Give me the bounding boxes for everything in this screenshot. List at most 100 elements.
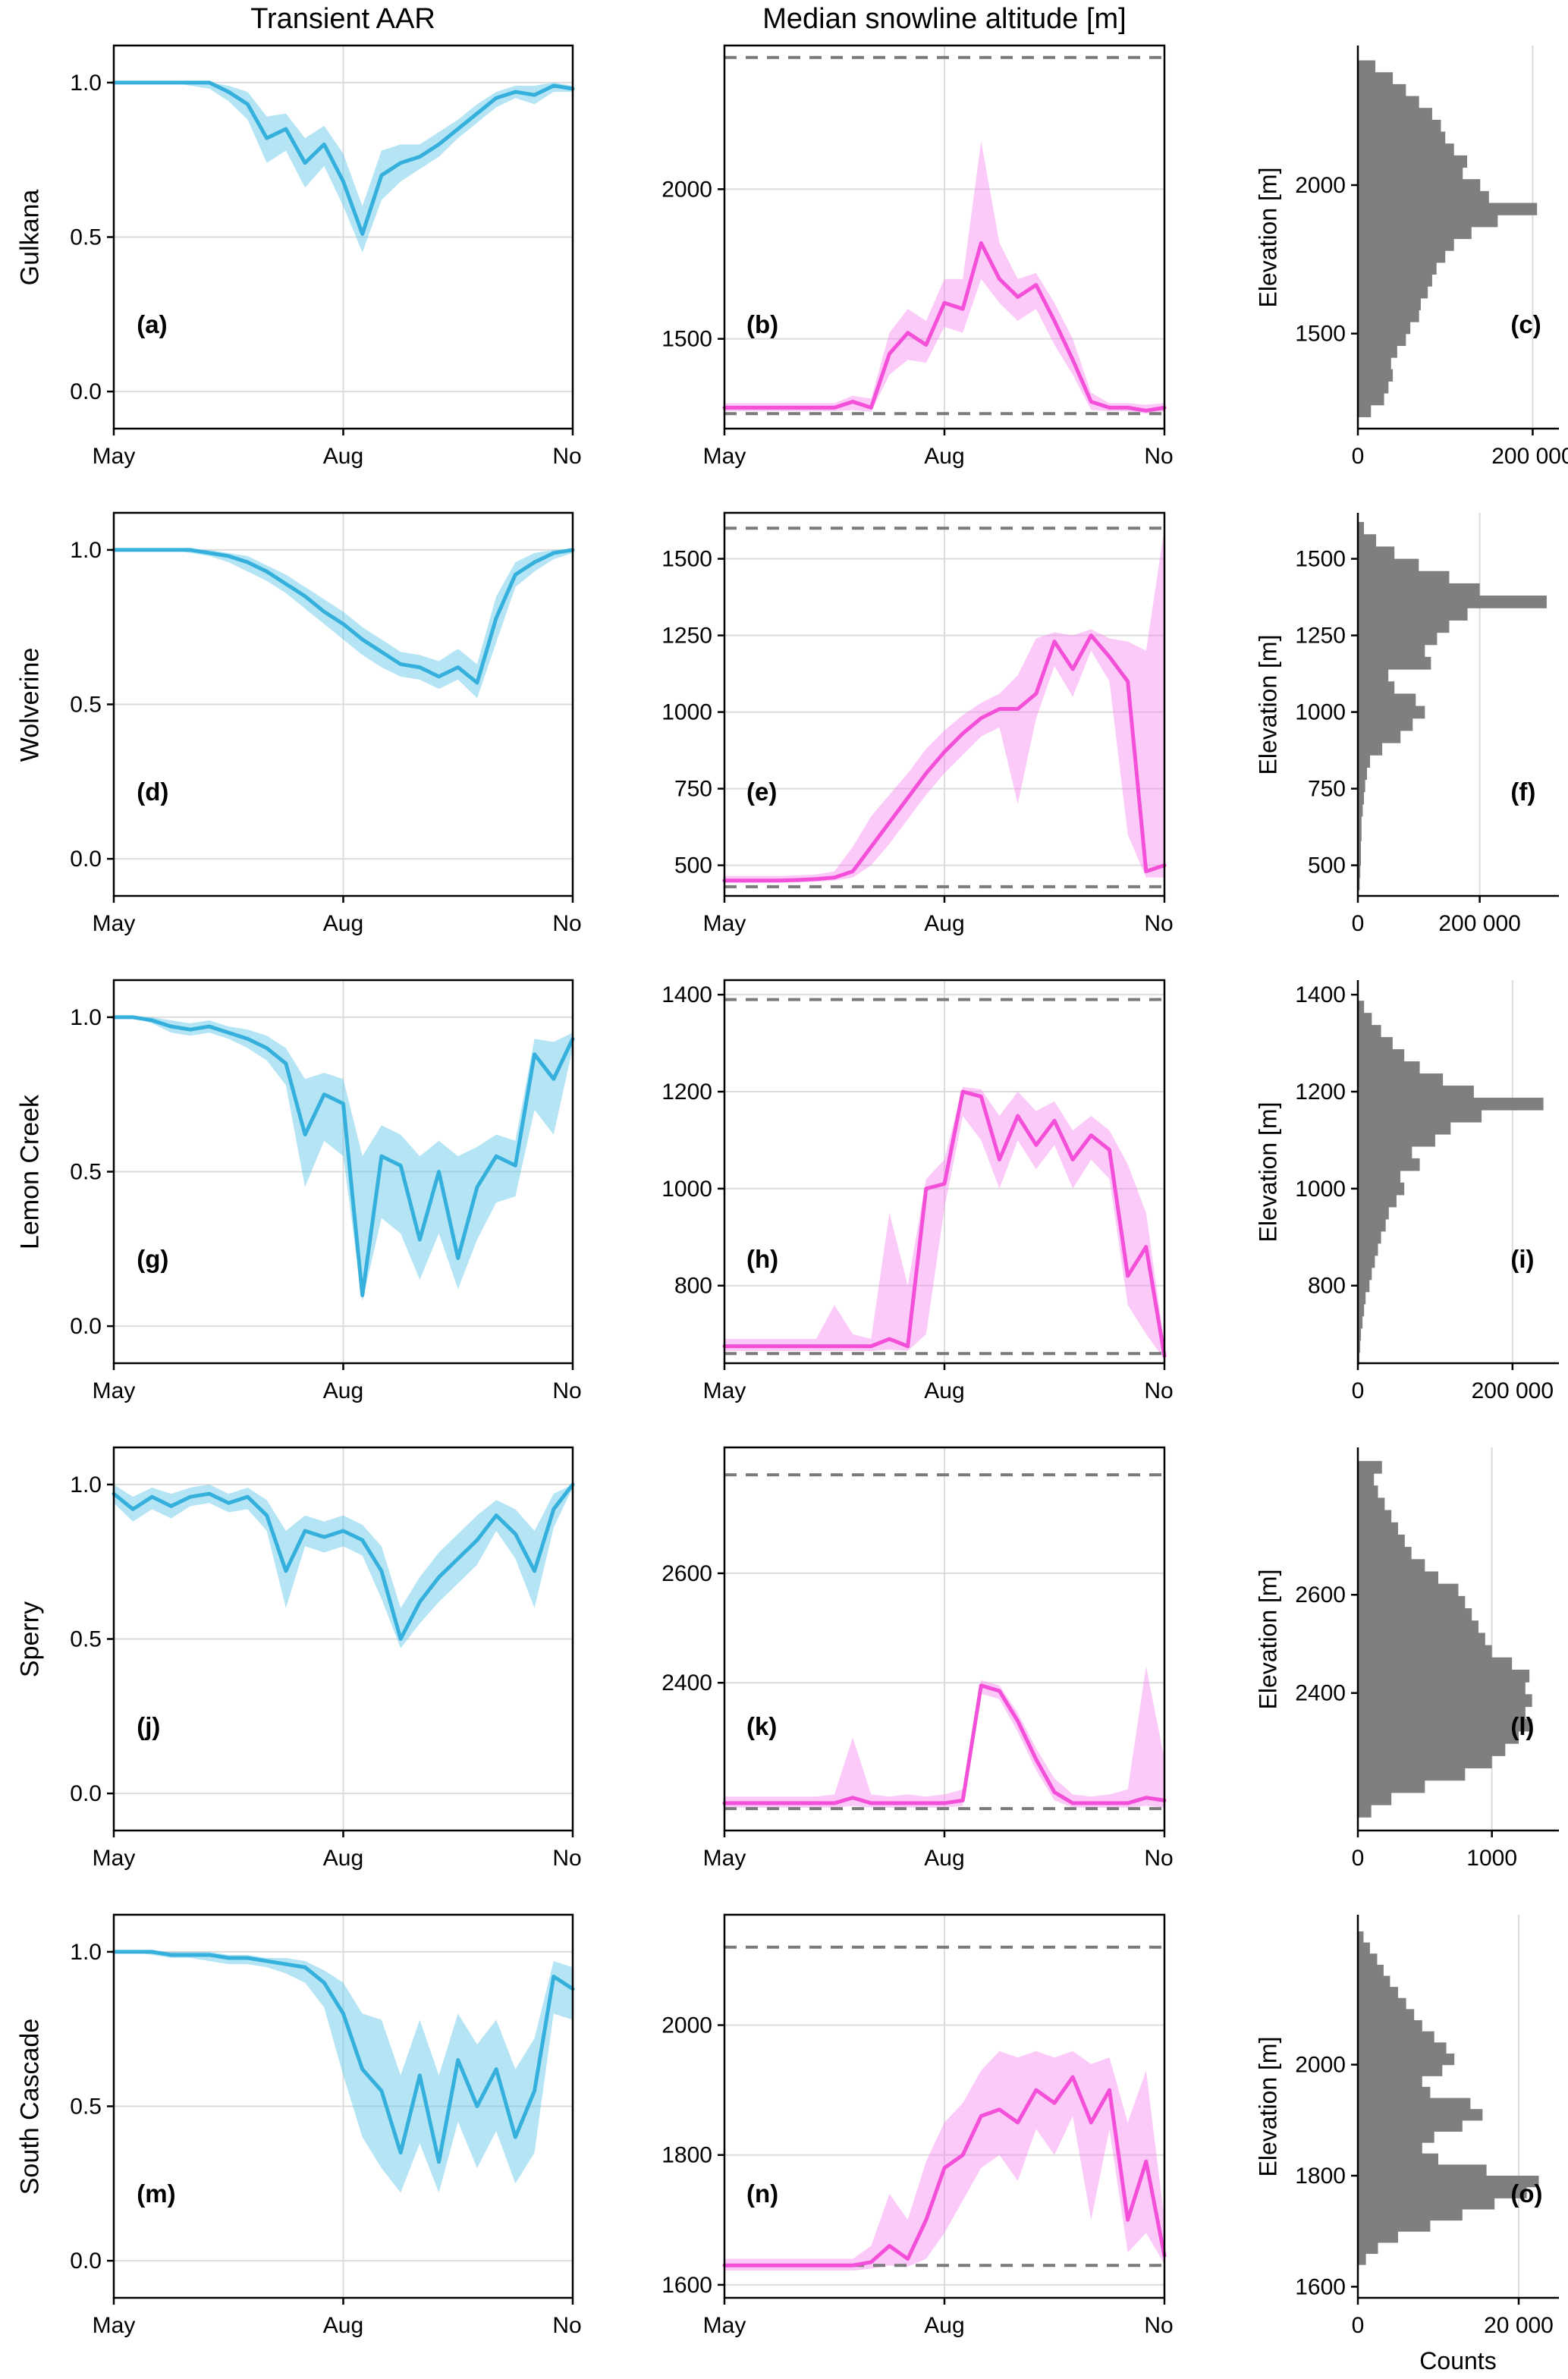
hist-bar — [1358, 656, 1431, 670]
hist-bar — [1358, 730, 1401, 743]
hist-bar — [1358, 1073, 1444, 1086]
y-tick-label: 1500 — [1295, 547, 1346, 572]
panel-letter: (f) — [1510, 778, 1535, 806]
x-tick-label: 20 000 — [1484, 2313, 1554, 2338]
hist-bar — [1358, 1328, 1362, 1341]
y-tick-label: 2000 — [1295, 173, 1346, 198]
hist-bar — [1358, 1133, 1435, 1147]
hist-bar — [1358, 2220, 1431, 2232]
hist-bar — [1358, 1037, 1393, 1050]
hist-bar — [1358, 779, 1365, 793]
hist-bar — [1358, 1682, 1526, 1695]
x-tick-label: May — [703, 2313, 746, 2338]
hist-bar — [1358, 608, 1468, 621]
hist-bar — [1358, 1694, 1532, 1708]
aar-panel-south-cascade: May Aug Nov 0.0 0.5 1.0 (m) — [70, 1913, 582, 2338]
hist-bar — [1358, 2020, 1422, 2032]
hist-bar — [1358, 1001, 1365, 1014]
elevation-axis-label-lemon-creek: Elevation [m] — [1254, 1102, 1282, 1242]
hist-bar — [1358, 119, 1441, 133]
hist-bar — [1358, 693, 1416, 707]
snowline-panel-south-cascade-line — [722, 2075, 1167, 2267]
aar-panel-lemon-creek-line — [112, 1015, 575, 1297]
panel-letter: (o) — [1510, 2179, 1542, 2208]
hist-bar — [1358, 1086, 1474, 1098]
hist-bar — [1358, 1534, 1405, 1548]
hist-bar — [1358, 2109, 1483, 2121]
hist-bar — [1358, 60, 1376, 73]
hist-panel-gulkana: 1500 2000 0 200 000 (c) — [1295, 46, 1568, 469]
hist-bar — [1358, 632, 1438, 646]
y-tick-label: 1.0 — [70, 1940, 102, 1965]
hist-bar — [1358, 1768, 1466, 1781]
hist-bar — [1358, 1987, 1398, 1999]
x-tick-label: Nov — [552, 2313, 582, 2338]
x-tick-label: Aug — [924, 2313, 964, 2338]
hist-bar — [1358, 1792, 1392, 1805]
hist-bar — [1358, 2198, 1495, 2210]
snowline-panel-wolverine-line — [722, 633, 1167, 883]
y-tick-label: 0.0 — [70, 379, 102, 404]
hist-bar — [1358, 1158, 1420, 1171]
aar-panel-sperry-line — [112, 1482, 575, 1641]
hist-bar — [1358, 215, 1498, 228]
hist-bar — [1358, 1206, 1389, 1220]
hist-bar — [1358, 2064, 1443, 2076]
hist-bar — [1358, 841, 1362, 854]
hist-bar — [1358, 1146, 1412, 1159]
x-tick-label: Nov — [552, 911, 582, 936]
hist-bar — [1358, 1583, 1459, 1597]
hist-bar — [1358, 131, 1446, 144]
hist-bar — [1358, 1780, 1425, 1793]
hist-panel-wolverine: 500 750 1000 1250 1500 0 200 000 (f) — [1295, 513, 1559, 936]
panel-letter: (k) — [746, 1712, 777, 1740]
x-tick-label: 200 000 — [1472, 1378, 1554, 1403]
y-tick-label: 2000 — [661, 177, 712, 202]
hist-bar — [1358, 1510, 1392, 1523]
hist-bar — [1358, 2042, 1447, 2054]
hist-bar — [1358, 2031, 1434, 2043]
hist-bar — [1358, 1522, 1398, 1535]
hist-bar — [1358, 681, 1395, 694]
hist-bar — [1358, 1743, 1506, 1756]
y-tick-label: 0.5 — [70, 2095, 102, 2120]
hist-bar — [1358, 546, 1395, 560]
hist-bar — [1358, 816, 1362, 829]
x-tick-label: Nov — [1144, 2313, 1174, 2338]
y-tick-label: 2000 — [1295, 2053, 1346, 2078]
y-tick-label: 500 — [1308, 853, 1346, 878]
x-tick-label: Nov — [552, 444, 582, 469]
x-tick-label: Nov — [552, 1378, 582, 1403]
hist-bar — [1358, 1805, 1372, 1818]
aar-panel-sperry: May Aug Nov 0.0 0.5 1.0 (j) — [70, 1446, 582, 1871]
hist-bar — [1358, 1170, 1401, 1183]
hist-bar — [1358, 310, 1419, 322]
hist-bar — [1358, 2231, 1398, 2243]
hist-panel-lemon-creek: 800 1000 1200 1400 0 200 000 (i) — [1295, 980, 1559, 1403]
y-tick-label: 750 — [1308, 777, 1346, 802]
hist-bar — [1358, 143, 1454, 156]
hist-bar — [1358, 1315, 1363, 1329]
snowline-panel-lemon-creek: May Aug Nov 800 1000 1200 1400 (h) — [661, 979, 1174, 1403]
hist-bar — [1358, 286, 1428, 299]
hist-bar — [1358, 1669, 1530, 1683]
hist-bar — [1358, 333, 1406, 346]
y-tick-label: 0.0 — [70, 1314, 102, 1339]
snowline-panel-sperry-band — [724, 1666, 1164, 1808]
hist-bar — [1358, 250, 1446, 263]
hist-bar — [1358, 2164, 1487, 2176]
elevation-axis-label-wolverine: Elevation [m] — [1254, 634, 1282, 775]
y-tick-label: 800 — [1308, 1274, 1346, 1299]
col2-title: Median snowline altitude [m] — [762, 3, 1127, 35]
hist-bar — [1358, 345, 1397, 358]
hist-bar — [1358, 1279, 1370, 1293]
panel-letter: (m) — [137, 2179, 175, 2208]
row-label-sperry: Sperry — [15, 1601, 45, 1677]
hist-bar — [1358, 1025, 1381, 1038]
y-tick-label: 1.0 — [70, 71, 102, 96]
y-tick-label: 0.5 — [70, 693, 102, 718]
panel-letter: (l) — [1510, 1712, 1534, 1740]
elevation-axis-label-south-cascade: Elevation [m] — [1254, 2036, 1282, 2176]
hist-bar — [1358, 1975, 1390, 1988]
